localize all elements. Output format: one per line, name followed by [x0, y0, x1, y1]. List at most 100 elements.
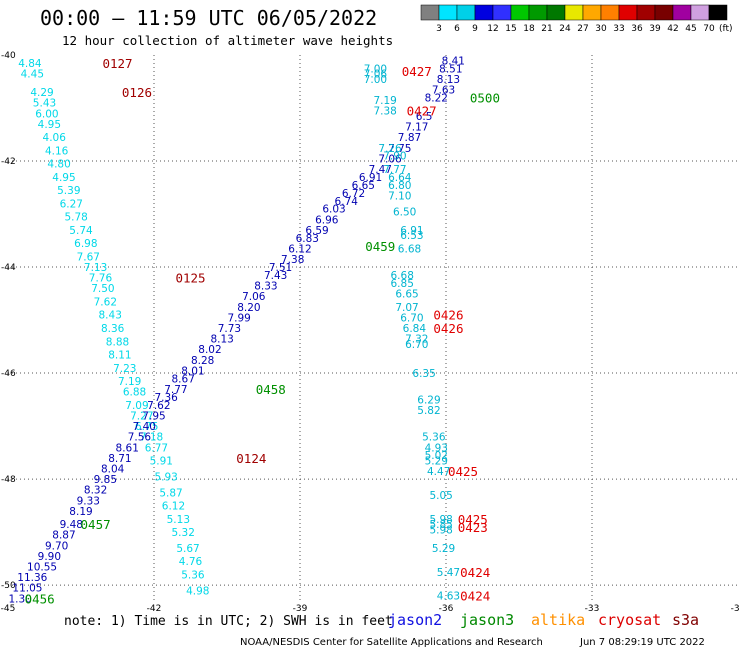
x-tick-label: -30 — [731, 604, 740, 614]
wave-height-point: 6.65 — [352, 180, 375, 192]
wave-height-point: 5.29 — [432, 543, 455, 555]
wave-height-point: 6.91 — [359, 172, 382, 184]
wave-height-point: 6.00 — [35, 108, 58, 120]
wave-height-point: 8.61 — [116, 442, 139, 454]
y-tick-label: -48 — [1, 475, 16, 485]
wave-height-point: 8.13 — [437, 74, 460, 86]
wave-height-point: 9.85 — [94, 474, 117, 486]
wave-height-point: 4.93 — [425, 442, 448, 454]
y-tick-label: -42 — [1, 157, 16, 167]
wave-height-point: 8.41 — [442, 55, 465, 67]
wave-height-point: 7.00 — [364, 63, 387, 75]
wave-height-point: 7.47 — [369, 164, 392, 176]
pass-time-label: 0425 — [448, 464, 478, 479]
pass-time-label: 0426 — [433, 308, 463, 323]
wave-height-point: 6.68 — [398, 243, 421, 255]
color-scale-swatch — [708, 4, 728, 21]
wave-height-point: 8.33 — [254, 281, 277, 293]
wave-height-point: 7.43 — [264, 270, 287, 282]
wave-height-point: 4.98 — [186, 585, 209, 597]
pass-time-label: 0423 — [458, 520, 488, 535]
color-scale-label: 18 — [523, 24, 535, 34]
wave-height-point: 4.76 — [179, 556, 203, 568]
color-scale-label: 12 — [487, 24, 498, 34]
wave-height-point: 5.36 — [422, 432, 446, 444]
wave-height-point: 6.75 — [135, 421, 158, 433]
wave-height-point: 5.91 — [150, 456, 173, 468]
wave-height-point: 8.67 — [172, 373, 195, 385]
color-scale-units: (ft) — [719, 24, 733, 34]
wave-height-point: 8.88 — [106, 336, 129, 348]
wave-height-point: 8.32 — [84, 485, 107, 497]
wave-height-point: 6.70 — [405, 339, 428, 351]
pass-time-label: 0424 — [460, 589, 490, 604]
wave-height-point: 7.17 — [405, 122, 428, 134]
wave-height-point: 7.99 — [227, 312, 250, 324]
color-scale-swatch — [582, 4, 602, 21]
wave-height-point: 7.51 — [269, 262, 292, 274]
wave-height-point: 1.30 — [8, 593, 31, 605]
color-scale-swatch — [528, 4, 548, 21]
wave-height-point: 7.63 — [432, 84, 455, 96]
y-tick-label: -40 — [1, 51, 16, 61]
satellite-legend-item: s3a — [672, 611, 699, 629]
color-scale-swatch — [636, 4, 656, 21]
wave-height-point: 7.06 — [242, 291, 266, 303]
pass-time-label: 0425 — [458, 512, 488, 527]
wave-height-point: 8.02 — [198, 344, 221, 356]
wave-height-point: 6.70 — [400, 312, 423, 324]
pass-time-label: 0424 — [460, 565, 490, 580]
color-scale-swatch — [438, 4, 458, 21]
wave-height-point: 8.28 — [191, 355, 214, 367]
wave-height-point: 7.77 — [383, 164, 406, 176]
wave-height-point: 6.50 — [393, 206, 416, 218]
wave-height-point: 6.88 — [123, 387, 146, 399]
wave-height-point: 7.19 — [118, 376, 141, 388]
wave-height-point: 7.32 — [405, 334, 428, 346]
wave-height-point: 8.13 — [210, 334, 233, 346]
color-scale-label: 6 — [454, 24, 460, 34]
wave-height-point: 7.00 — [364, 74, 387, 86]
wave-height-point: 4.45 — [21, 69, 44, 81]
wave-height-point: 6.98 — [74, 238, 97, 250]
wave-height-point: 7.87 — [398, 132, 421, 144]
wave-height-point: 5.98 — [429, 514, 452, 526]
wave-height-point: 6.85 — [391, 278, 414, 290]
color-scale-swatch — [564, 4, 584, 21]
wave-height-point: 6.03 — [322, 204, 345, 216]
color-scale-label: 9 — [472, 24, 478, 34]
satellite-legend-item: jason2 — [388, 611, 442, 629]
y-tick-label: -44 — [1, 263, 16, 273]
wave-height-point: 5.93 — [154, 471, 177, 483]
color-scale-label: 36 — [631, 24, 643, 34]
wave-height-point: 7.36 — [154, 392, 178, 404]
wave-height-point: 7.90 — [383, 151, 406, 163]
wave-height-point: 6.68 — [391, 270, 414, 282]
pass-time-label: 0500 — [470, 90, 500, 105]
wave-height-point: 5.36 — [181, 569, 205, 581]
wave-height-point: 7.10 — [388, 190, 411, 202]
wave-height-point: 7.23 — [113, 363, 136, 375]
wave-height-point: 7.95 — [142, 410, 165, 422]
wave-height-point: 8.87 — [52, 530, 75, 542]
wave-height-point: 10.55 — [27, 562, 57, 574]
color-scale-swatch — [690, 4, 710, 21]
pass-time-label: 0457 — [81, 517, 111, 532]
pass-time-label: 0456 — [25, 591, 55, 606]
wave-height-point: 9.70 — [45, 540, 68, 552]
wave-height-point: 8.04 — [101, 463, 125, 475]
wave-height-point: 5.85 — [429, 519, 452, 531]
color-scale-label: 21 — [541, 24, 552, 34]
pass-time-label: 0124 — [236, 451, 266, 466]
wave-height-point: 9.90 — [38, 551, 61, 563]
color-scale-swatch — [474, 4, 494, 21]
wave-height-point: 6.12 — [288, 243, 311, 255]
wave-height-point: 6.83 — [296, 233, 319, 245]
footer-timestamp: Jun 7 08:29:19 UTC 2022 — [579, 637, 705, 648]
wave-height-point: 7.27 — [130, 410, 153, 422]
satellite-legend-item: altika — [531, 611, 585, 629]
color-scale-swatch — [600, 4, 620, 21]
satellite-legend-item: cryosat — [598, 611, 661, 629]
wave-height-point: 6.64 — [388, 172, 412, 184]
